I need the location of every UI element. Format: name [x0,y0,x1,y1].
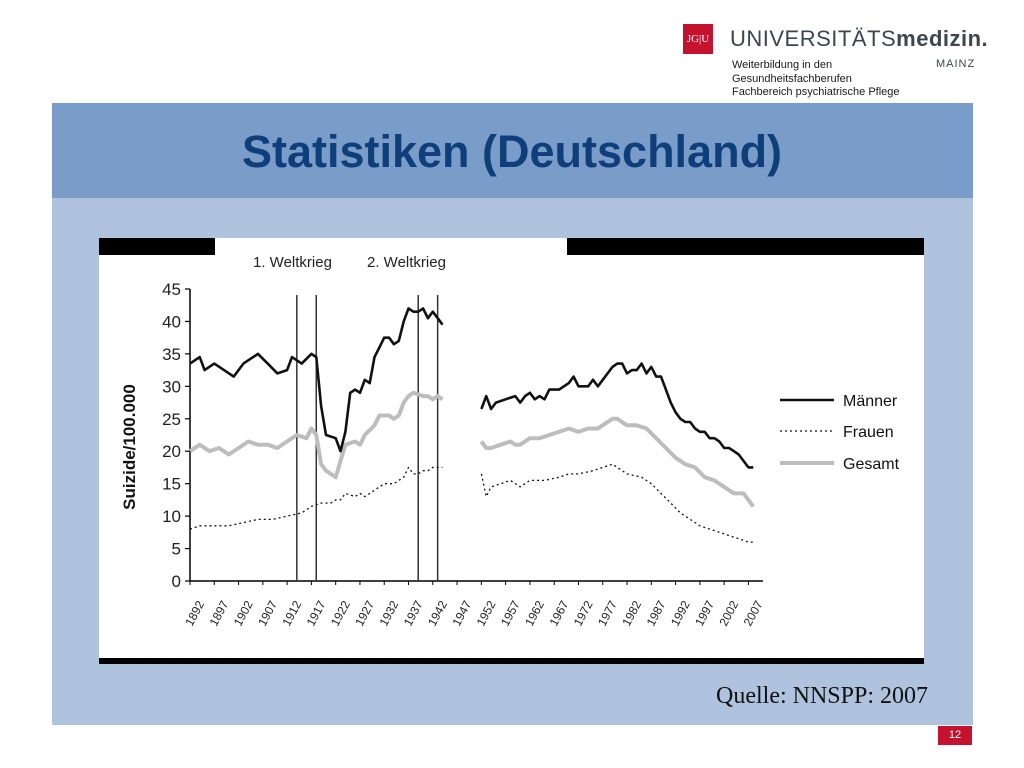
subtitle-line: Weiterbildung in den [732,59,833,71]
x-tick-label: 1972 [571,598,596,628]
logo-word-light: UNIVERSITÄTS [730,26,897,51]
source-citation: Quelle: NNSPP: 2007 [716,683,929,709]
header-subtitle: Weiterbildung in den Gesundheitsfachberu… [732,59,900,100]
legend-label: Frauen [843,424,894,441]
title-band [52,103,973,198]
war-annotation-label: 2. Weltkrieg [367,254,446,271]
x-tick-label: 1952 [474,598,499,628]
y-tick-label: 15 [162,475,181,494]
series-line-gesamt [479,416,755,508]
x-tick-label: 1967 [546,598,571,628]
y-tick-label: 35 [162,345,181,364]
x-tick-label: 1912 [279,598,304,628]
jgu-logo: JG|U [683,24,713,54]
x-tick-label: 1977 [595,598,620,628]
x-tick-label: 1962 [522,598,547,628]
x-tick-label: 1937 [401,598,426,628]
subtitle-line: Fachbereich psychiatrische Pflege [732,86,900,98]
x-tick-label: 1942 [425,598,450,628]
legend-label: Gesamt [843,456,900,473]
x-tick-label: 1907 [255,598,280,628]
y-tick-label: 10 [162,507,181,526]
y-tick-label: 20 [162,442,181,461]
series-line-frauen [480,463,754,543]
logo-word-bold: medizin. [896,26,989,51]
series-line-frauen [189,466,443,530]
x-tick-label: 1922 [328,598,353,628]
war-annotation-label: 1. Weltkrieg [253,254,332,271]
x-tick-label: 1892 [182,598,207,628]
series-line-gesamt [188,390,444,480]
x-tick-label: 1917 [304,598,329,628]
y-axis-label: Suizide/100.000 [120,384,139,510]
subtitle-line: Gesundheitsfachberufen [732,72,852,85]
x-tick-label: 1927 [352,598,377,628]
x-tick-label: 1957 [498,598,523,628]
x-tick-label: 1947 [449,598,474,628]
logo-city: MAINZ [936,58,976,70]
y-tick-label: 5 [172,540,181,559]
series-line-männer [189,307,444,453]
x-tick-label: 2007 [741,598,766,628]
x-tick-label: 2002 [716,598,741,628]
x-tick-label: 1997 [692,598,717,628]
chart-bottom-bar [99,658,924,664]
chart-frame: 0 5 10 15 20 25 30 35 40 45 1892 1897 1902 1907 1912 19… [99,238,924,664]
y-tick-label: 25 [162,410,181,429]
slide-title: Statistiken (Deutschland) [241,126,783,177]
y-tick-label: 40 [162,312,181,331]
y-tick-label: 0 [172,572,181,591]
x-tick-label: 1982 [619,598,644,628]
annotation-label-panel [215,238,567,268]
x-tick-label: 1932 [377,598,402,628]
x-tick-label: 1987 [644,598,669,628]
university-logo-wordmark: UNIVERSITÄTSmedizin. [730,26,988,52]
page-number: 12 [938,726,972,745]
legend-label: Männer [843,393,898,410]
x-tick-label: 1897 [207,598,232,628]
x-tick-label: 1992 [668,598,693,628]
x-tick-label: 1902 [231,598,256,628]
y-tick-label: 30 [162,377,181,396]
y-tick-label: 45 [162,280,181,299]
series-line-männer [480,362,754,469]
